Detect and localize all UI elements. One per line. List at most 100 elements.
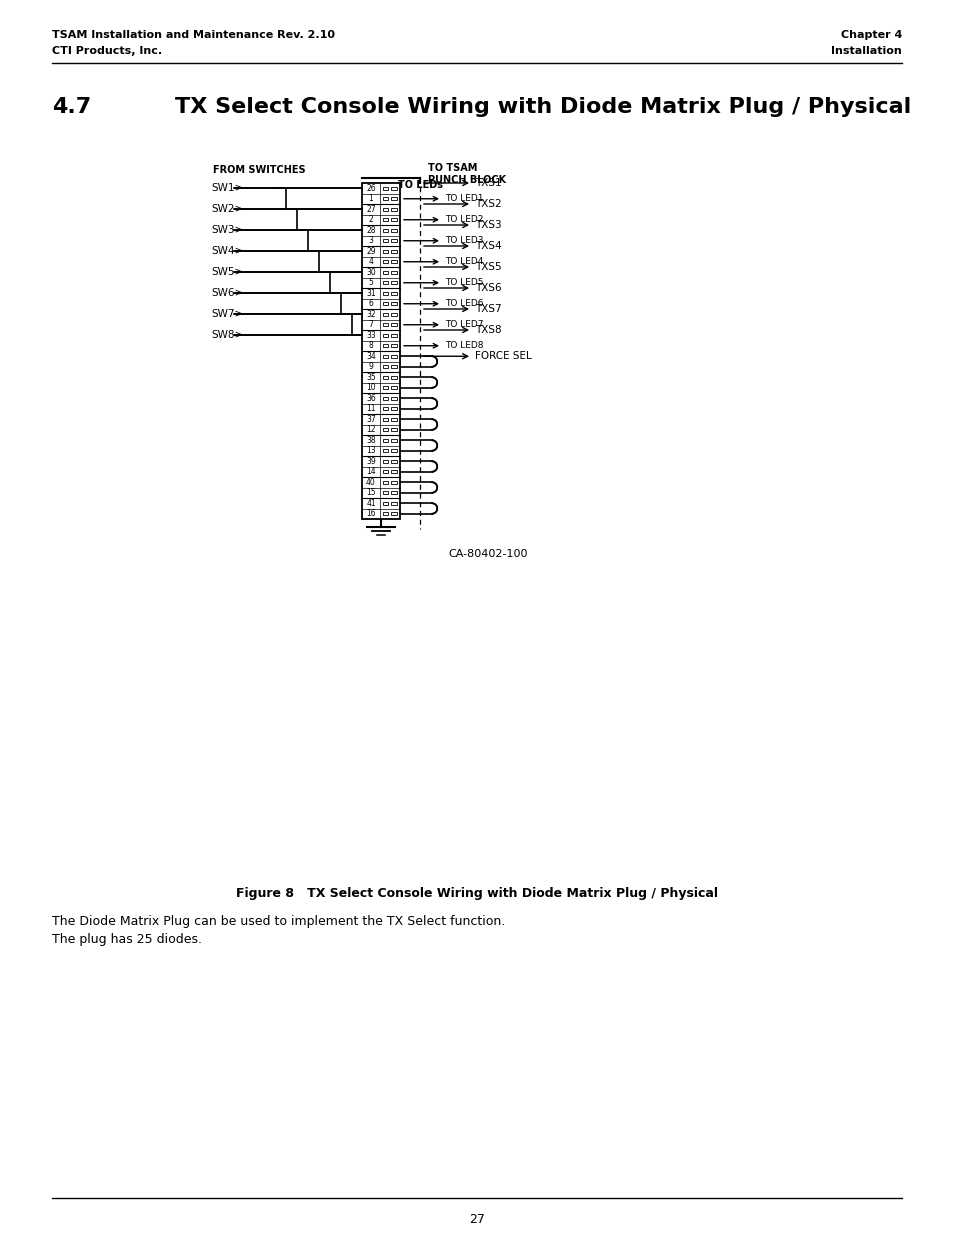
Text: TXS5: TXS5 (475, 262, 501, 272)
Text: SW3>: SW3> (211, 225, 243, 235)
Text: CA-80402-100: CA-80402-100 (448, 550, 527, 559)
Bar (382, 438, 388, 442)
Text: TX Select Console Wiring with Diode Matrix Plug / Physical: TX Select Console Wiring with Diode Matr… (174, 98, 910, 117)
Bar (391, 492, 396, 494)
Text: SW6>: SW6> (211, 288, 243, 298)
Bar (382, 492, 388, 494)
Bar (382, 429, 388, 431)
Bar (391, 228, 396, 232)
Text: 2: 2 (368, 215, 373, 225)
Text: 5: 5 (368, 278, 373, 288)
Bar (382, 312, 388, 316)
Text: 41: 41 (366, 499, 375, 508)
Text: TXS8: TXS8 (475, 325, 501, 335)
Text: FORCE SEL: FORCE SEL (475, 351, 531, 362)
Text: 14: 14 (366, 467, 375, 477)
Bar (391, 270, 396, 274)
Text: TXS4: TXS4 (475, 241, 501, 251)
Bar (391, 198, 396, 200)
Text: 4: 4 (368, 257, 373, 267)
Bar (391, 282, 396, 284)
Bar (391, 186, 396, 190)
Text: TO TSAM
PUNCH BLOCK: TO TSAM PUNCH BLOCK (428, 163, 506, 184)
Text: 7: 7 (368, 320, 373, 330)
Bar (382, 375, 388, 379)
Text: 34: 34 (366, 352, 375, 361)
Bar (391, 480, 396, 484)
Bar (391, 312, 396, 316)
Bar (391, 345, 396, 347)
Text: 3: 3 (368, 236, 373, 246)
Bar (382, 282, 388, 284)
Text: TO LED8: TO LED8 (444, 341, 483, 351)
Bar (391, 207, 396, 211)
Bar (391, 375, 396, 379)
Bar (382, 417, 388, 421)
Text: SW2>: SW2> (211, 204, 243, 214)
Bar (382, 207, 388, 211)
Text: FROM SWITCHES: FROM SWITCHES (213, 165, 305, 175)
Text: Figure 8   TX Select Console Wiring with Diode Matrix Plug / Physical: Figure 8 TX Select Console Wiring with D… (235, 887, 718, 900)
Text: 6: 6 (368, 299, 373, 309)
Text: 30: 30 (366, 268, 375, 277)
Bar (382, 198, 388, 200)
Text: 4.7: 4.7 (52, 98, 91, 117)
Text: TO LED6: TO LED6 (444, 299, 483, 309)
Bar (382, 228, 388, 232)
Bar (391, 396, 396, 400)
Text: 36: 36 (366, 394, 375, 403)
Bar (391, 513, 396, 515)
Bar (391, 240, 396, 242)
Bar (382, 270, 388, 274)
Text: 16: 16 (366, 509, 375, 519)
Bar (382, 354, 388, 358)
Text: TXS1: TXS1 (475, 178, 501, 188)
Bar (391, 429, 396, 431)
Text: 35: 35 (366, 373, 375, 382)
Bar (391, 249, 396, 253)
Text: TO LED3: TO LED3 (444, 236, 483, 246)
Text: The Diode Matrix Plug can be used to implement the TX Select function.: The Diode Matrix Plug can be used to imp… (52, 915, 505, 927)
Text: 10: 10 (366, 383, 375, 393)
Text: SW1>: SW1> (211, 183, 243, 193)
Bar (391, 303, 396, 305)
Text: 32: 32 (366, 310, 375, 319)
Text: 9: 9 (368, 362, 373, 372)
Text: TO LED4: TO LED4 (444, 257, 483, 267)
Bar (361, 183, 399, 519)
Text: TO LED5: TO LED5 (444, 278, 483, 288)
Text: Chapter 4: Chapter 4 (840, 30, 901, 40)
Bar (391, 219, 396, 221)
Text: TO LED1: TO LED1 (444, 194, 483, 204)
Bar (391, 438, 396, 442)
Bar (382, 471, 388, 473)
Bar (391, 366, 396, 368)
Bar (391, 324, 396, 326)
Text: The plug has 25 diodes.: The plug has 25 diodes. (52, 932, 202, 946)
Bar (382, 291, 388, 295)
Text: TXS2: TXS2 (475, 199, 501, 209)
Bar (382, 261, 388, 263)
Text: 27: 27 (469, 1213, 484, 1226)
Text: TXS3: TXS3 (475, 220, 501, 230)
Bar (382, 303, 388, 305)
Text: SW7>: SW7> (211, 309, 243, 320)
Bar (391, 408, 396, 410)
Text: TXS6: TXS6 (475, 283, 501, 293)
Bar (382, 501, 388, 505)
Text: CTI Products, Inc.: CTI Products, Inc. (52, 46, 162, 56)
Text: 26: 26 (366, 184, 375, 193)
Bar (382, 324, 388, 326)
Bar (382, 396, 388, 400)
Text: 38: 38 (366, 436, 375, 445)
Text: 1: 1 (368, 194, 373, 204)
Text: 37: 37 (366, 415, 375, 424)
Text: 29: 29 (366, 247, 375, 256)
Bar (382, 513, 388, 515)
Bar (382, 240, 388, 242)
Bar (382, 480, 388, 484)
Text: TO LED7: TO LED7 (444, 320, 483, 330)
Text: 40: 40 (366, 478, 375, 487)
Bar (391, 291, 396, 295)
Bar (382, 186, 388, 190)
